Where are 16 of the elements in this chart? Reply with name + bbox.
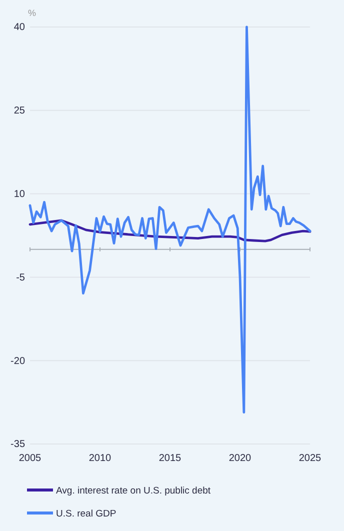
- x-tick-label: 2005: [18, 453, 42, 464]
- x-tick-label: 2010: [88, 453, 112, 464]
- line-series: [28, 26, 312, 414]
- y-axis-title: %: [28, 8, 36, 18]
- x-tick-label: 2020: [228, 453, 252, 464]
- y-tick-label: 10: [14, 189, 26, 200]
- y-tick-label: -5: [16, 272, 26, 284]
- line-series: [28, 219, 312, 242]
- legend-label: Avg. interest rate on U.S. public debt: [56, 486, 211, 496]
- legend-label: U.S. real GDP: [56, 508, 116, 520]
- x-tick-label: 2025: [298, 453, 322, 464]
- y-tick-label: -35: [10, 439, 26, 450]
- y-tick-label: -20: [10, 356, 26, 367]
- y-tick-label: 25: [14, 106, 26, 117]
- y-tick-label: 40: [14, 22, 26, 34]
- x-tick-label: 2015: [158, 453, 182, 464]
